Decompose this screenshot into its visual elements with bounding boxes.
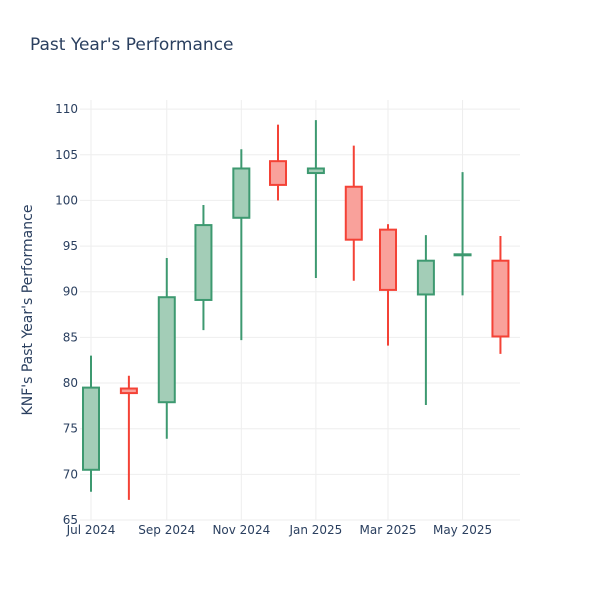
candle-body [82,386,100,471]
candle [306,120,325,279]
candle [269,124,287,201]
candle [491,236,510,354]
candle [157,257,176,439]
x-tick-label: Jan 2025 [288,523,342,537]
y-tick-label: 75 [63,422,78,436]
x-axis-ticks: Jul 2024 Sep 2024 Nov 2024 Jan 2025 Mar 2025… [66,523,493,537]
candle-body [344,185,363,241]
y-tick-label: 85 [63,330,78,344]
candle-body [269,160,287,186]
candle-body [119,387,138,395]
x-tick-label: May 2025 [433,523,492,537]
y-tick-label: 95 [63,239,78,253]
candle [453,172,472,296]
y-axis-label: KNF's Past Year's Performance [20,205,36,416]
y-tick-label: 100 [55,193,78,207]
candle-body [416,259,435,296]
candle-body [232,167,251,219]
candle-body [194,224,213,301]
candle [119,375,138,500]
candle [82,355,100,492]
chart-title: Past Year's Performance [30,35,234,55]
candles-layer [82,120,510,500]
y-tick-label: 90 [63,285,78,299]
candle-body [306,167,325,175]
candle-body [157,296,176,404]
candle-body [453,253,472,257]
candle-body [379,228,397,291]
x-tick-label: Mar 2025 [360,523,417,537]
y-tick-label: 80 [63,376,78,390]
candle-body [491,259,510,338]
grid-layer [80,100,520,521]
x-tick-label: Jul 2024 [66,523,116,537]
x-tick-label: Nov 2024 [212,523,270,537]
y-axis-ticks: 65 70 75 80 85 90 95 100 105 110 [55,102,78,527]
x-tick-label: Sep 2024 [138,523,195,537]
y-tick-label: 70 [63,467,78,481]
candle [416,235,435,405]
y-tick-label: 65 [63,513,78,527]
candle [379,224,397,346]
candle [344,145,363,281]
y-tick-label: 105 [55,148,78,162]
candle [194,205,213,331]
candle [232,149,251,341]
y-tick-label: 110 [55,102,78,116]
